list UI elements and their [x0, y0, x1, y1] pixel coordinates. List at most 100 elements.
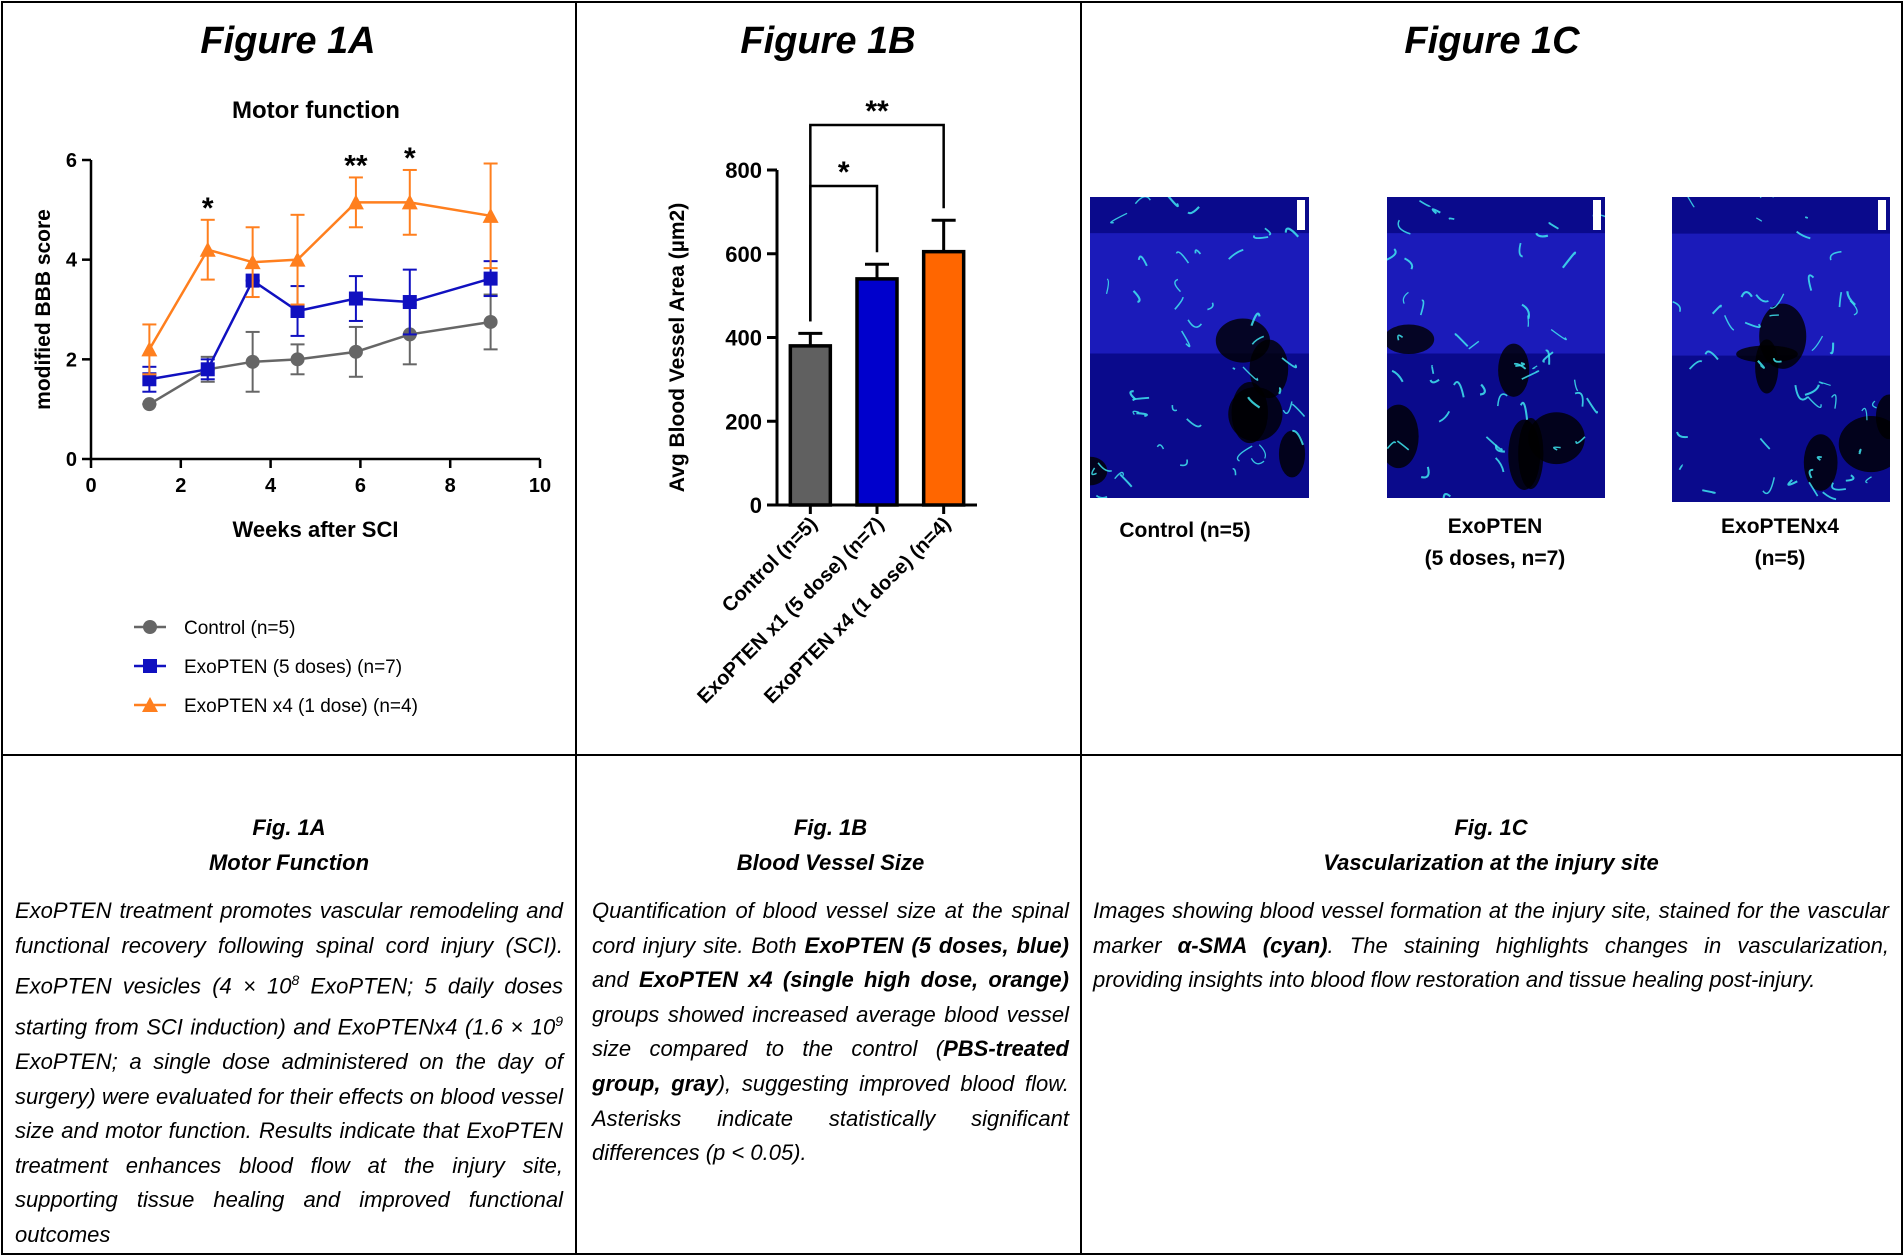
image-label: ExoPTENx4	[1721, 515, 1839, 538]
error-bar	[931, 218, 956, 252]
micrograph-vessel	[1250, 312, 1261, 327]
bar	[921, 249, 966, 507]
caption-run: ExoPTEN (5 doses, blue)	[804, 932, 1069, 958]
micrograph-vessel	[1794, 385, 1809, 401]
micrograph-vessel	[1253, 234, 1269, 240]
micrograph-vessel	[1687, 197, 1695, 208]
micrograph-vessel	[1871, 400, 1877, 409]
micrograph-vessel	[1179, 459, 1189, 467]
micrograph-vessel	[1672, 301, 1681, 312]
micrograph-vessel	[1704, 350, 1719, 361]
scale-bar	[1593, 200, 1601, 230]
micrograph-vessel	[1129, 390, 1137, 401]
caption-text: Quantification of blood vessel size at t…	[592, 894, 1069, 1171]
micrograph	[1387, 197, 1605, 498]
micrograph-vessel	[1553, 446, 1561, 451]
micrograph-vessel	[1796, 230, 1811, 240]
caption-run: Images showing blood vessel formation at…	[1093, 898, 1889, 958]
caption-run: ), suggesting improved blood flow. Aster…	[592, 1070, 1069, 1166]
y-tick-label: 0	[66, 449, 77, 471]
micrograph-vessel	[1171, 405, 1178, 412]
micrograph-vessel	[1519, 401, 1529, 420]
x-tick-label: 2	[175, 475, 186, 497]
micrograph-vessel	[1676, 431, 1688, 439]
micrograph-vessel	[1755, 294, 1769, 303]
marker	[143, 659, 157, 673]
micrograph-vessel	[1391, 369, 1404, 383]
bar	[855, 277, 899, 507]
marker	[483, 314, 498, 329]
micrograph-vessel	[1095, 494, 1108, 498]
micrograph-vessel	[1548, 222, 1559, 230]
micrograph-vessel	[1468, 340, 1480, 350]
marker	[483, 271, 498, 286]
significance-mark: **	[865, 95, 889, 128]
micrograph-vessel	[1497, 393, 1508, 407]
bar	[788, 344, 833, 507]
caption-run: groups showed increased average blood ve…	[592, 1001, 1069, 1062]
micrograph-vessel	[1187, 319, 1203, 328]
marker	[141, 341, 158, 357]
micrograph-vessel	[1711, 304, 1722, 315]
image-label: ExoPTEN	[1448, 515, 1543, 538]
micrograph-vessel	[1402, 291, 1409, 304]
y-tick-label: 800	[725, 158, 762, 183]
caption: Fig. 1C Vascularization at the injury sit…	[1093, 810, 1889, 998]
scale-bar	[1297, 200, 1305, 230]
micrograph-vessel	[1174, 296, 1184, 310]
significance-mark: *	[202, 192, 214, 225]
marker	[347, 194, 364, 210]
x-tick-label: 8	[445, 475, 456, 497]
micrograph-vessel	[1542, 351, 1554, 363]
micrograph-vessel	[1545, 349, 1551, 365]
micrograph-vessel	[1091, 467, 1097, 476]
micrograph-vessel	[1291, 403, 1306, 418]
micrograph-vessel	[1804, 216, 1809, 219]
micrograph-vessel	[1397, 219, 1411, 235]
micrograph-vessel	[1438, 410, 1451, 423]
micrograph-vessel	[1688, 360, 1703, 370]
micrograph-vessel	[1292, 429, 1304, 446]
micrograph-vessel	[1397, 334, 1404, 341]
micrograph-vessel	[1132, 290, 1141, 304]
x-tick-label: 4	[265, 475, 277, 497]
caption-run: . The staining highlights changes in vas…	[1093, 932, 1890, 993]
micrograph-vessel	[1521, 370, 1540, 380]
series-line	[148, 320, 491, 406]
micrograph-vessel	[1429, 378, 1440, 384]
micrograph-vessel	[1119, 473, 1133, 488]
micrograph-vessel	[1404, 257, 1414, 270]
micrograph-vessel	[1561, 251, 1577, 269]
micrograph-vessel	[1759, 437, 1771, 450]
micrograph-vessel	[1453, 381, 1465, 398]
micrograph-vessel	[1772, 358, 1782, 363]
legend-label: Control (n=5)	[184, 618, 295, 639]
micrograph-vessel	[1420, 466, 1430, 479]
micrograph-vessel	[1250, 458, 1265, 465]
micrograph-vessel	[1105, 278, 1110, 295]
micrograph-vessel	[1247, 396, 1261, 409]
micrograph-vessel	[1097, 462, 1112, 472]
caption: Fig. 1B Blood Vessel Size Quantification o…	[592, 810, 1069, 1171]
caption-text: ExoPTEN treatment promotes vascular remo…	[15, 894, 563, 1253]
micrograph-vessel	[1167, 197, 1179, 208]
micrograph-vessel	[1535, 232, 1549, 238]
micrograph-vessel	[1740, 291, 1753, 298]
micrograph-vessel	[1804, 384, 1820, 396]
micrograph-vessel	[1787, 479, 1798, 486]
caption-run: ExoPTEN; 5 daily doses starting from SCI…	[15, 973, 563, 1040]
micrograph-vessel	[1808, 481, 1819, 497]
micrograph-vessel	[1858, 448, 1862, 455]
micrograph-vessel	[1156, 444, 1165, 450]
micrograph-void	[1736, 345, 1798, 363]
micrograph-vessel	[1865, 476, 1872, 484]
micrograph-vessel	[1845, 474, 1855, 482]
micrograph-vessel	[1816, 455, 1822, 461]
marker	[200, 362, 215, 377]
caption-run: PBS-treated group, gray	[592, 1036, 1069, 1096]
figure-title: Figure 1B	[740, 20, 915, 62]
micrograph-void	[1090, 456, 1108, 486]
series-line	[148, 201, 491, 350]
